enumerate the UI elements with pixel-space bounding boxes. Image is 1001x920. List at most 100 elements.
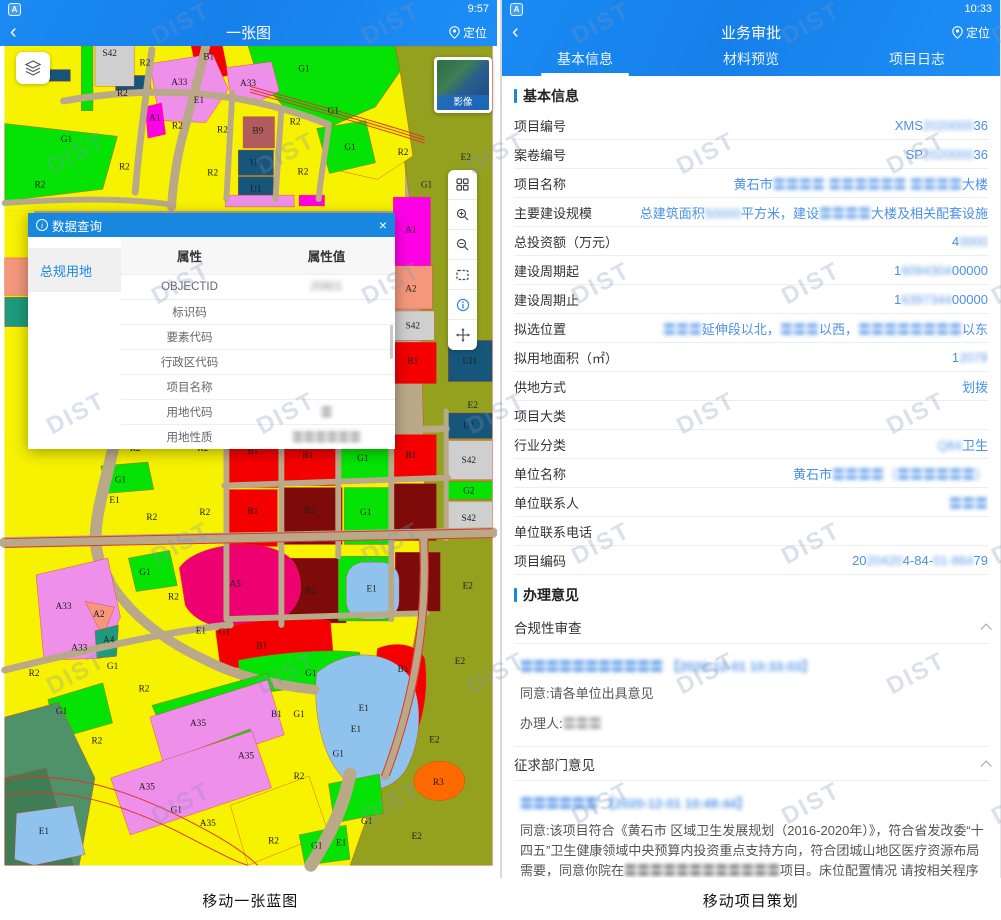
nav-bar: ‹ 一张图 定位 — [0, 18, 497, 46]
field-row: 总投资额（万元） 40000 — [514, 227, 988, 256]
map-zone-label: E1 — [194, 96, 205, 106]
map-zone-label: R2 — [140, 59, 151, 69]
location-pin-icon — [449, 25, 460, 39]
value-text: 00000 — [951, 291, 988, 307]
basemap-toggle[interactable]: 影像 — [434, 57, 492, 113]
opinion-group-header[interactable]: 征求部门意见 — [514, 747, 992, 782]
map-zone-label: G1 — [421, 180, 433, 190]
map-zone-label: R2 — [199, 508, 210, 518]
map-zone-label: B1 — [247, 507, 258, 517]
back-icon[interactable]: ‹ — [10, 21, 17, 43]
map-zone-label: R2 — [172, 121, 183, 131]
map-toolbar — [448, 170, 477, 350]
section-title: 基本信息 — [523, 88, 579, 104]
map-zone-label: R2 — [91, 737, 102, 747]
map-zone-label: G1 — [115, 476, 127, 486]
map-zone-label: B1 — [271, 710, 282, 720]
attribute-value: 20801 — [258, 281, 395, 293]
tab-项目日志[interactable]: 项目日志 — [889, 51, 945, 67]
rect-select-icon — [456, 269, 469, 280]
caption-left: 移动一张蓝图 — [202, 893, 299, 910]
locate-button[interactable]: 定位 — [952, 24, 990, 41]
map-zone-label: R2 — [268, 837, 279, 847]
zoom-out-button[interactable] — [448, 230, 477, 260]
col-value: 属性值 — [307, 250, 346, 264]
approval-form: 基本信息 项目编号 XMS202000036 案卷编号 SP202000036 项目名称… — [502, 76, 1000, 878]
map-zone-label: R2 — [197, 444, 208, 454]
redacted-text: 6094304 — [901, 262, 952, 278]
field-label: 主要建设规模 — [514, 205, 593, 221]
opinion-group-header[interactable]: 合规性审查 — [514, 610, 992, 644]
field-label: 建设周期起 — [514, 263, 580, 279]
map-zone-label: R2 — [119, 163, 130, 173]
section-title: 办理意见 — [523, 587, 579, 603]
map-zone-label: A35 — [190, 719, 206, 729]
pan-button[interactable] — [448, 320, 477, 350]
map-zone-label: R2 — [29, 669, 40, 679]
attribute-row: 标识码 — [121, 300, 395, 325]
map-zone-label: G1 — [219, 628, 231, 638]
map-zone-label: R2 — [117, 89, 128, 99]
info-icon — [456, 298, 469, 311]
field-label: 拟选位置 — [514, 321, 567, 337]
map-zone-label: G1 — [328, 107, 340, 117]
map-zone-label: G1 — [361, 817, 373, 827]
value-text: 延伸段以北， — [701, 321, 780, 337]
map-zone-label: E2 — [468, 401, 479, 411]
popup-tab-landuse[interactable]: 总规用地 — [28, 248, 121, 292]
field-label: 单位联系电话 — [514, 524, 593, 540]
status-app-icon: A — [510, 2, 523, 16]
map-zone-label: A35 — [200, 819, 216, 829]
attribute-name: 标识码 — [172, 307, 207, 319]
field-label: 行业分类 — [514, 437, 567, 453]
legend-grid-button[interactable] — [448, 170, 477, 200]
map-zone-label: G2 — [463, 486, 475, 496]
popup-body: 总规用地 属性 属性值 OBJECTID 20801 标识码 要素代码 行政区代码 项目名… — [28, 237, 395, 449]
value-text: 00000 — [951, 262, 988, 278]
popup-title: 数据查询 — [52, 219, 103, 234]
map-zone-label: E1 — [196, 627, 207, 637]
rect-select-button[interactable] — [448, 260, 477, 290]
tab-材料预览[interactable]: 材料预览 — [723, 51, 779, 67]
field-row: 供地方式 划拨 — [514, 372, 988, 401]
map-region-labels: S42 R2 B1 A33 A33 G1 E1 R2 A1 R2 R2 B9 R2 G1 G1 R2 R2 R2 U… — [29, 49, 479, 852]
attribute-name: OBJECTID — [161, 281, 218, 293]
map-zone-label: G1 — [171, 805, 183, 815]
map-zone-label: S42 — [102, 49, 117, 59]
zoom-in-button[interactable] — [448, 200, 477, 230]
map-zone-label: A33 — [56, 602, 72, 612]
value-text: 划拨 — [961, 379, 988, 395]
opinion-group-title: 征求部门意见 — [514, 757, 595, 773]
field-value: XMS202000036 — [566, 118, 988, 133]
redacted-text: 6397344 — [901, 291, 952, 307]
field-label: 单位名称 — [514, 466, 567, 482]
redacted-text: 〓〓〓 — [562, 716, 602, 732]
value-text: 36 — [973, 117, 988, 133]
status-bar: A 10:33 — [502, 0, 1000, 18]
back-icon[interactable]: ‹ — [512, 21, 519, 43]
close-icon[interactable]: × — [378, 217, 387, 233]
zoom-out-icon — [456, 238, 469, 251]
tab-基本信息[interactable]: 基本信息 — [502, 46, 668, 76]
map-zone-label: A35 — [139, 783, 155, 793]
zoning-map[interactable]: S42 R2 B1 A33 A33 G1 E1 R2 A1 R2 R2 B9 R2 G1 G1 R2 R2 R2 U… — [0, 46, 497, 881]
identify-button[interactable] — [448, 290, 477, 320]
value-text: 4-84- — [902, 552, 934, 568]
status-bar: A 9:57 — [0, 0, 497, 18]
map-zone-label: A1 — [149, 114, 161, 124]
attribute-name: 用地性质 — [166, 432, 213, 444]
section-basic-info: 基本信息 — [514, 81, 988, 111]
map-zone-label: B1 — [203, 53, 214, 63]
map-zone-label: G1 — [311, 842, 323, 852]
locate-button[interactable]: 定位 — [449, 24, 487, 41]
field-value: 黄石市〓〓〓〓 〓〓〓〓〓〓 〓〓〓〓大楼 — [566, 174, 988, 193]
attribute-name: 要素代码 — [166, 332, 213, 344]
field-value: 40000 — [618, 234, 988, 249]
layers-button[interactable] — [16, 52, 50, 84]
value-text: 项目。床位配置情况 请按相关程序另行办理。 — [780, 863, 979, 878]
popup-scrollbar[interactable] — [390, 325, 393, 359]
attribute-row: OBJECTID 20801 — [121, 275, 395, 300]
opinion-group-title: 合规性审查 — [514, 620, 582, 636]
caption-right: 移动项目策划 — [702, 893, 799, 910]
